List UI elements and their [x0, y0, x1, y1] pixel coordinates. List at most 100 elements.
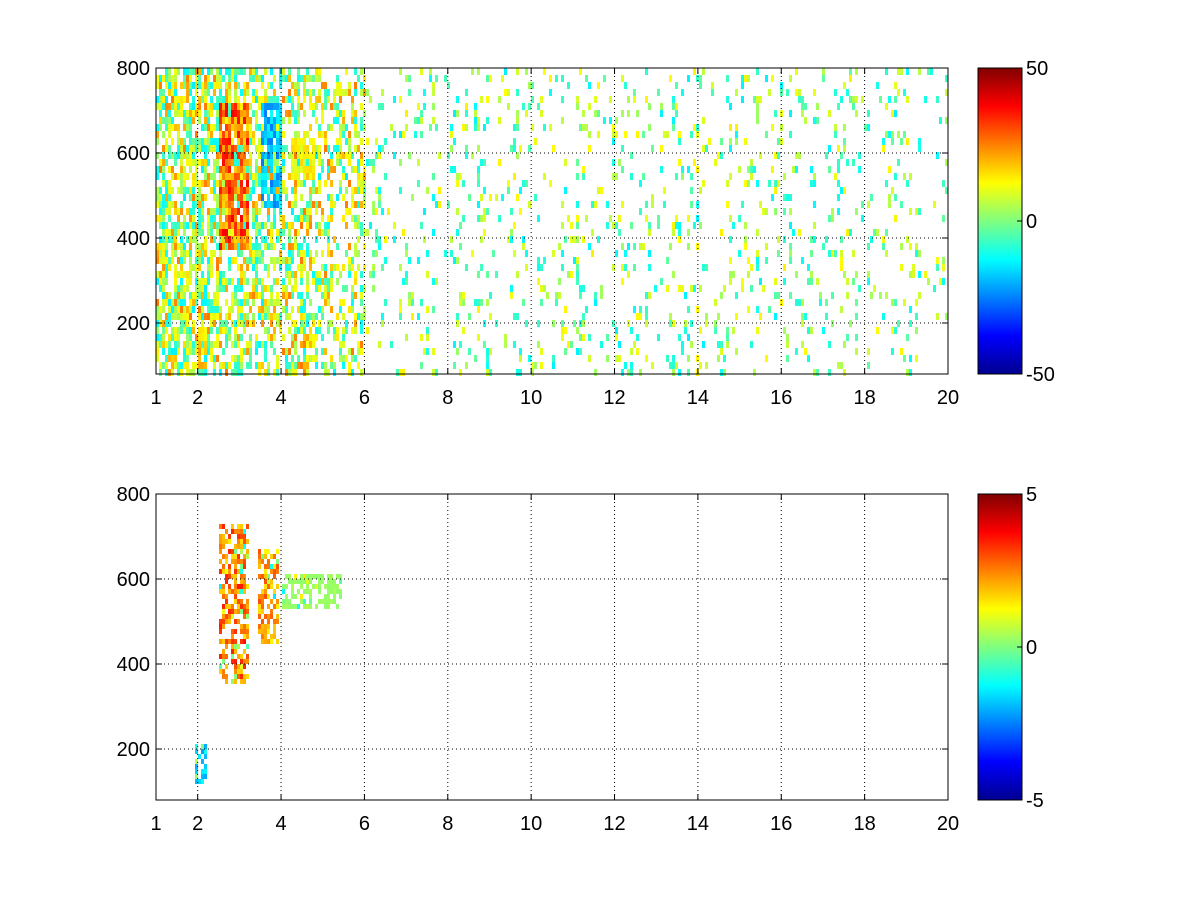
heatmap-cell — [171, 117, 174, 124]
heatmap-cell — [345, 355, 348, 362]
heatmap-cell — [798, 299, 801, 306]
heatmap-cell — [222, 649, 225, 654]
heatmap-cell — [276, 96, 279, 103]
heatmap-cell — [285, 604, 288, 609]
heatmap-cell — [726, 96, 729, 103]
heatmap-cell — [360, 82, 363, 89]
heatmap-cell — [885, 229, 888, 236]
heatmap-cell — [273, 327, 276, 334]
heatmap-cell — [234, 554, 237, 559]
heatmap-cell — [744, 75, 747, 82]
heatmap-cell — [240, 654, 243, 659]
heatmap-cell — [237, 152, 240, 159]
heatmap-cell — [156, 96, 159, 103]
heatmap-cell — [252, 131, 255, 138]
heatmap-cell — [240, 271, 243, 278]
heatmap-cell — [300, 208, 303, 215]
heatmap-cell — [165, 138, 168, 145]
heatmap-cell — [216, 68, 219, 75]
heatmap-cell — [189, 68, 192, 75]
heatmap-cell — [207, 348, 210, 355]
heatmap-cell — [201, 138, 204, 145]
heatmap-cell — [942, 264, 945, 271]
heatmap-cell — [336, 574, 339, 579]
heatmap-cell — [399, 369, 402, 376]
heatmap-cell — [216, 355, 219, 362]
heatmap-cell — [477, 117, 480, 124]
heatmap-cell — [204, 82, 207, 89]
heatmap-cell — [201, 759, 204, 764]
heatmap-cell — [264, 629, 267, 634]
heatmap-cell — [432, 306, 435, 313]
heatmap-cell — [342, 117, 345, 124]
heatmap-cell — [303, 327, 306, 334]
heatmap-cell — [849, 229, 852, 236]
heatmap-cell — [213, 313, 216, 320]
heatmap-cell — [894, 299, 897, 306]
x-tick-label: 18 — [854, 387, 876, 409]
heatmap-cell — [210, 299, 213, 306]
heatmap-cell — [237, 264, 240, 271]
heatmap-cell — [198, 348, 201, 355]
heatmap-cell — [258, 152, 261, 159]
heatmap-cell — [801, 320, 804, 327]
heatmap-cell — [264, 313, 267, 320]
heatmap-cell — [159, 362, 162, 369]
heatmap-cell — [222, 589, 225, 594]
heatmap-cell — [246, 604, 249, 609]
heatmap-cell — [228, 619, 231, 624]
heatmap-cell — [234, 355, 237, 362]
heatmap-cell — [261, 75, 264, 82]
heatmap-cell — [264, 594, 267, 599]
heatmap-cell — [333, 145, 336, 152]
heatmap-cell — [240, 103, 243, 110]
heatmap-cell — [669, 313, 672, 320]
heatmap-cell — [258, 549, 261, 554]
heatmap-cell — [375, 250, 378, 257]
heatmap-cell — [678, 369, 681, 376]
heatmap-cell — [777, 250, 780, 257]
heatmap-cell — [276, 299, 279, 306]
heatmap-cell — [219, 271, 222, 278]
heatmap-cell — [246, 236, 249, 243]
heatmap-cell — [195, 278, 198, 285]
heatmap-cell — [210, 208, 213, 215]
heatmap-cell — [207, 124, 210, 131]
heatmap-cell — [240, 534, 243, 539]
heatmap-cell — [228, 609, 231, 614]
heatmap-cell — [213, 145, 216, 152]
heatmap-cell — [612, 131, 615, 138]
heatmap-cell — [240, 569, 243, 574]
heatmap-cell — [468, 194, 471, 201]
heatmap-cell — [840, 306, 843, 313]
heatmap-cell — [243, 278, 246, 285]
heatmap-cell — [189, 257, 192, 264]
heatmap-cell — [156, 124, 159, 131]
heatmap-cell — [531, 82, 534, 89]
heatmap-cell — [408, 292, 411, 299]
x-tick-label: 10 — [520, 813, 542, 835]
heatmap-cell — [288, 327, 291, 334]
heatmap-cell — [189, 271, 192, 278]
heatmap-cell — [228, 362, 231, 369]
heatmap-cell — [204, 152, 207, 159]
heatmap-cell — [576, 257, 579, 264]
heatmap-cell — [318, 152, 321, 159]
heatmap-cell — [372, 271, 375, 278]
heatmap-cell — [687, 334, 690, 341]
heatmap-cell — [474, 299, 477, 306]
heatmap-cell — [672, 229, 675, 236]
heatmap-cell — [219, 187, 222, 194]
heatmap-cell — [240, 278, 243, 285]
heatmap-cell — [513, 222, 516, 229]
heatmap-cell — [606, 201, 609, 208]
heatmap-cell — [654, 285, 657, 292]
heatmap-cell — [267, 574, 270, 579]
heatmap-cell — [225, 145, 228, 152]
heatmap-cell — [273, 215, 276, 222]
heatmap-cell — [333, 89, 336, 96]
heatmap-cell — [222, 348, 225, 355]
heatmap-cell — [246, 292, 249, 299]
heatmap-cell — [273, 299, 276, 306]
heatmap-cell — [162, 348, 165, 355]
